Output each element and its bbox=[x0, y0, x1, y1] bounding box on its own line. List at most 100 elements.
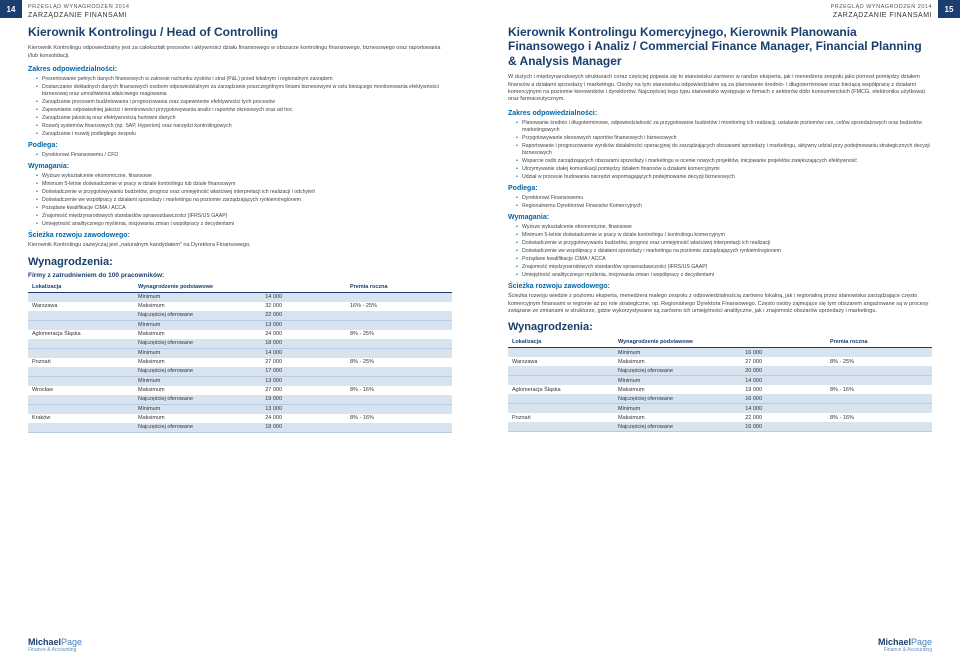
table-cell-city: Poznań bbox=[508, 413, 614, 422]
list-item: Znajomość międzynarodowych standardów sp… bbox=[36, 213, 452, 220]
table-cell bbox=[346, 320, 452, 330]
table-cell: 16 000 bbox=[741, 394, 826, 404]
topbar-left: PRZEGLĄD WYNAGRODZEŃ 2014 bbox=[0, 0, 480, 12]
table-cell bbox=[508, 376, 614, 386]
table-cell: 14 000 bbox=[741, 404, 826, 414]
footer-right: MichaelPage Finance & Accounting bbox=[878, 637, 932, 653]
list-item: Minimum 5-letnie doświadczenie w pracy w… bbox=[516, 232, 932, 239]
list-item: Wsparcie osób zarządzających obszarami s… bbox=[516, 158, 932, 165]
reports-list-right: Dyrektorowi FinansowemuRegionalnemu Dyre… bbox=[508, 195, 932, 210]
table-cell: 32 000 bbox=[261, 302, 346, 311]
table-cell: 19 000 bbox=[261, 395, 346, 405]
table-cell bbox=[28, 367, 134, 377]
table-cell: Najczęściej oferowane bbox=[134, 339, 261, 349]
reports-label-right: Podlega: bbox=[508, 185, 932, 192]
table-cell bbox=[28, 395, 134, 405]
reports-list-left: Dyrektorowi Finansowemu / CFO bbox=[28, 152, 452, 159]
list-item: Umiejętność analitycznego myślenia, inic… bbox=[516, 272, 932, 279]
list-item: Doświadczenie w przygotowywaniu budżetów… bbox=[516, 240, 932, 247]
list-item: Prezentowanie pełnych danych finansowych… bbox=[36, 76, 452, 83]
career-label-right: Ścieżka rozwoju zawodowego: bbox=[508, 283, 932, 290]
resp-label-left: Zakres odpowiedzialności: bbox=[28, 66, 452, 73]
table-cell bbox=[346, 395, 452, 405]
list-item: Przygotowywanie okresowych raportów fina… bbox=[516, 135, 932, 142]
brand-name1-r: Michael bbox=[878, 637, 911, 647]
table-cell bbox=[346, 376, 452, 386]
table-cell: Maksimum bbox=[134, 358, 261, 367]
table-cell bbox=[826, 404, 932, 414]
table-header bbox=[261, 282, 346, 293]
table-cell: Minimum bbox=[134, 404, 261, 414]
table-cell: 22 000 bbox=[741, 413, 826, 422]
list-item: Doświadczenie we współpracy z działami s… bbox=[36, 197, 452, 204]
brand-sub-left: Finance & Accounting bbox=[28, 647, 82, 653]
section-label-right: ZARZĄDZANIE FINANSAMI bbox=[480, 12, 960, 25]
table-cell bbox=[346, 367, 452, 377]
table-cell: Minimum bbox=[614, 376, 741, 386]
brand-logo-right: MichaelPage bbox=[878, 637, 932, 647]
table-cell: 24 000 bbox=[261, 330, 346, 339]
table-cell: 8% - 25% bbox=[826, 357, 932, 366]
req-label-right: Wymagania: bbox=[508, 214, 932, 221]
table-cell: Minimum bbox=[134, 320, 261, 330]
list-item: Zarządzanie procesem budżetowania i prog… bbox=[36, 99, 452, 106]
page-right: 15 PRZEGLĄD WYNAGRODZEŃ 2014 ZARZĄDZANIE… bbox=[480, 0, 960, 663]
salary-title-right: Wynagrodzenia: bbox=[508, 321, 932, 333]
table-cell: Maksimum bbox=[134, 330, 261, 339]
report-title: PRZEGLĄD WYNAGRODZEŃ 2014 bbox=[28, 4, 129, 10]
page-number-right: 15 bbox=[938, 0, 960, 18]
table-cell bbox=[826, 394, 932, 404]
table-cell: Najczęściej oferowane bbox=[134, 395, 261, 405]
table-cell: 14 000 bbox=[261, 292, 346, 302]
table-cell: Minimum bbox=[134, 376, 261, 386]
list-item: Dyrektorowi Finansowemu bbox=[516, 195, 932, 202]
table-cell bbox=[346, 311, 452, 321]
table-cell: 8% - 16% bbox=[826, 385, 932, 394]
content-right: Kierownik Kontrolingu Komercyjnego, Kier… bbox=[480, 25, 960, 432]
table-cell: 18 000 bbox=[261, 423, 346, 433]
list-item: Utrzymywanie stałej komunikacji pomiędzy… bbox=[516, 166, 932, 173]
table-cell bbox=[28, 423, 134, 433]
brand-name2: Page bbox=[61, 637, 82, 647]
career-text-left: Kierownik Kontrolingu zazwyczaj jest „na… bbox=[28, 242, 452, 249]
list-item: Umiejętność analitycznego myślenia, inic… bbox=[36, 221, 452, 228]
career-label-left: Ścieżka rozwoju zawodowego: bbox=[28, 232, 452, 239]
list-item: Planowanie średnio i długoterminowe, odp… bbox=[516, 120, 932, 134]
table-cell bbox=[826, 376, 932, 386]
table-cell-city: Poznań bbox=[28, 358, 134, 367]
table-cell: Najczęściej oferowane bbox=[134, 423, 261, 433]
table-cell bbox=[28, 348, 134, 358]
table-cell: 20 000 bbox=[741, 366, 826, 376]
table-cell: 27 000 bbox=[741, 357, 826, 366]
table-header: Premia roczna bbox=[346, 282, 452, 293]
table-cell: 8% - 16% bbox=[826, 413, 932, 422]
job-title-left: Kierownik Kontrolingu / Head of Controll… bbox=[28, 25, 452, 39]
table-cell bbox=[346, 339, 452, 349]
table-cell bbox=[28, 404, 134, 414]
resp-label-right: Zakres odpowiedzialności: bbox=[508, 110, 932, 117]
list-item: Pożądane kwalifikacje CIMA / ACCA bbox=[36, 205, 452, 212]
salary-table-left: LokalizacjaWynagrodzenie podstawowePremi… bbox=[28, 282, 452, 433]
table-cell: 27 000 bbox=[261, 358, 346, 367]
table-cell bbox=[826, 366, 932, 376]
table-cell: 8% - 25% bbox=[346, 358, 452, 367]
table-cell bbox=[346, 292, 452, 302]
table-cell: 8% - 16% bbox=[346, 414, 452, 423]
table-cell: 16% - 25% bbox=[346, 302, 452, 311]
list-item: Wyższe wykształcenie ekonomiczne, finans… bbox=[516, 224, 932, 231]
table-caption-left: Firmy z zatrudnieniem do 100 pracowników… bbox=[28, 272, 452, 279]
req-label-left: Wymagania: bbox=[28, 163, 452, 170]
table-cell bbox=[28, 320, 134, 330]
list-item: Pożądane kwalifikacje CIMA / ACCA bbox=[516, 256, 932, 263]
table-cell bbox=[508, 394, 614, 404]
section-label-left: ZARZĄDZANIE FINANSAMI bbox=[0, 12, 480, 25]
salary-title-left: Wynagrodzenia: bbox=[28, 256, 452, 268]
table-cell-city: Warszawa bbox=[508, 357, 614, 366]
table-cell: 18 000 bbox=[261, 339, 346, 349]
table-cell: 19 000 bbox=[741, 385, 826, 394]
table-cell: 16 000 bbox=[741, 348, 826, 358]
req-list-right: Wyższe wykształcenie ekonomiczne, finans… bbox=[508, 224, 932, 279]
resp-list-right: Planowanie średnio i długoterminowe, odp… bbox=[508, 120, 932, 181]
resp-list-left: Prezentowanie pełnych danych finansowych… bbox=[28, 76, 452, 138]
table-cell: 14 000 bbox=[261, 348, 346, 358]
